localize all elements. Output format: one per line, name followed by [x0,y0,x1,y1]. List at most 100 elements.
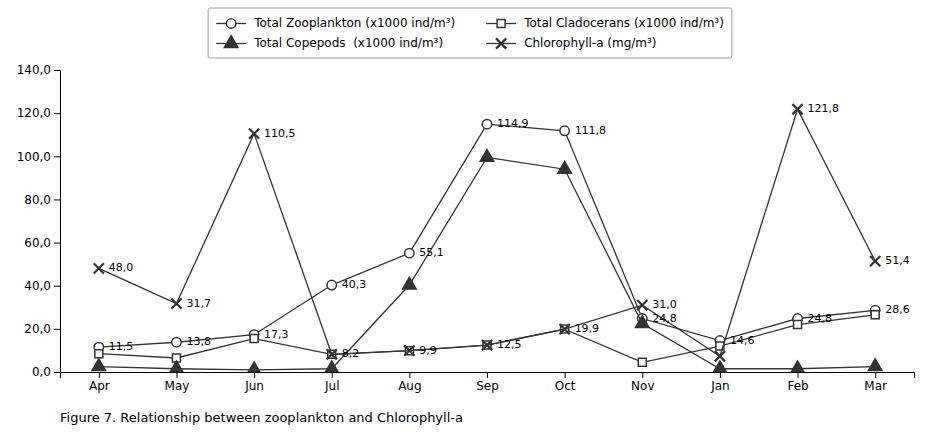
x-tick-mark [487,372,488,378]
x-tick: Aug [398,372,421,393]
series-marker [405,248,414,257]
series-marker [637,300,647,310]
series-marker [480,150,494,162]
y-tick-mark [54,70,60,71]
y-tick: 0,0 [32,365,60,379]
data-label: 17,3 [264,328,289,341]
series-marker [171,299,181,309]
series-marker [482,119,491,128]
x-tick-mark [720,372,721,378]
chart-svg: AprMayJunJulAugSepOctNovJanFebMar0,020,0… [0,0,940,434]
series-marker [871,311,879,319]
series-line [99,109,875,356]
y-tick: 40,0 [24,279,60,293]
y-tick-mark [54,286,60,287]
legend-item: Total Zooplankton (x1000 ind/m³) [216,16,455,30]
x-tick-mark [254,372,255,378]
y-tick: 140,0 [17,63,60,77]
data-label: 8,2 [342,347,360,360]
legend-marker [226,19,235,28]
data-label: 55,1 [419,246,444,259]
x-tick-label: Jun [244,379,264,393]
data-label: 121,8 [808,102,840,115]
y-axis: 0,020,040,060,080,0100,0120,0140,0 [17,63,61,379]
x-tick-mark [875,372,876,378]
series-marker [791,361,805,372]
x-tick-label: Jul [324,379,339,393]
series-marker [327,280,336,289]
series-marker [95,350,103,358]
x-tick-label: Jan [710,379,730,393]
y-tick: 100,0 [17,150,60,164]
data-label: 111,8 [575,124,607,137]
series-marker [403,277,417,289]
legend-item: Chlorophyll-a (mg/m³) [486,36,656,50]
series-marker [635,316,649,328]
x-tick: Jul [324,372,339,393]
x-axis-line [61,373,915,379]
series-line [99,157,875,369]
x-tick: Sep [476,372,499,393]
series-marker [170,361,184,372]
series-marker [713,361,727,372]
series-marker [404,346,414,356]
legend-frame [208,8,732,58]
data-label: 24,8 [808,312,833,325]
data-label: 11,5 [109,340,133,353]
legend-label: Total Cladocerans (x1000 ind/m³) [523,16,724,30]
y-tick-mark [54,329,60,330]
y-tick-label: 120,0 [17,106,51,120]
y-tick-label: 20,0 [24,322,51,336]
x-axis: AprMayJunJulAugSepOctNovJanFebMar [61,372,915,393]
series-line [99,315,875,362]
y-tick-label: 100,0 [17,150,51,164]
y-axis-line [54,71,61,373]
x-tick-mark [642,372,643,378]
series-marker [794,321,802,329]
y-tick-mark [54,156,60,157]
series-marker [249,129,259,139]
y-tick: 20,0 [24,322,60,336]
series-marker [558,161,572,173]
legend-marker [224,36,238,48]
series-marker [560,126,569,135]
x-tick: Oct [555,372,576,393]
data-label: 110,5 [264,127,296,140]
series-marker [870,256,880,266]
legend: Total Zooplankton (x1000 ind/m³) Total Cl… [208,8,732,58]
series-line [99,124,875,347]
x-tick-label: Nov [631,379,654,393]
y-tick-mark [54,372,60,373]
x-tick-mark [409,372,410,378]
series-marker [560,324,570,334]
x-tick-label: May [165,379,190,393]
x-tick-mark [798,372,799,378]
y-tick: 80,0 [24,193,60,207]
plot-area [92,104,882,372]
legend-marker [496,38,506,48]
data-label: 28,6 [885,303,910,316]
series-marker [94,263,104,273]
y-tick-label: 80,0 [24,193,51,207]
data-label: 51,4 [885,254,910,267]
legend-label: Total Zooplankton (x1000 ind/m³) [253,16,455,30]
caption: Figure 7. Relationship between zooplankt… [60,410,463,425]
series-marker [792,104,802,114]
x-tick-mark [176,372,177,378]
chart-container: AprMayJunJulAugSepOctNovJanFebMar0,020,0… [0,0,940,434]
x-tick: May [165,372,190,393]
data-label: 114,9 [497,117,529,130]
y-tick-mark [54,199,60,200]
series-marker [325,361,339,372]
series-marker [638,358,646,366]
data-label: 31,0 [652,298,677,311]
series-marker [327,349,337,359]
x-tick-label: Oct [555,379,576,393]
y-tick-label: 40,0 [24,279,51,293]
legend-item: Total Cladocerans (x1000 ind/m³) [486,16,724,30]
data-label: 31,7 [186,297,211,310]
data-label: 19,9 [575,322,600,335]
data-label: 14,6 [730,334,755,347]
x-tick: Jan [710,372,730,393]
x-tick-mark [332,372,333,378]
